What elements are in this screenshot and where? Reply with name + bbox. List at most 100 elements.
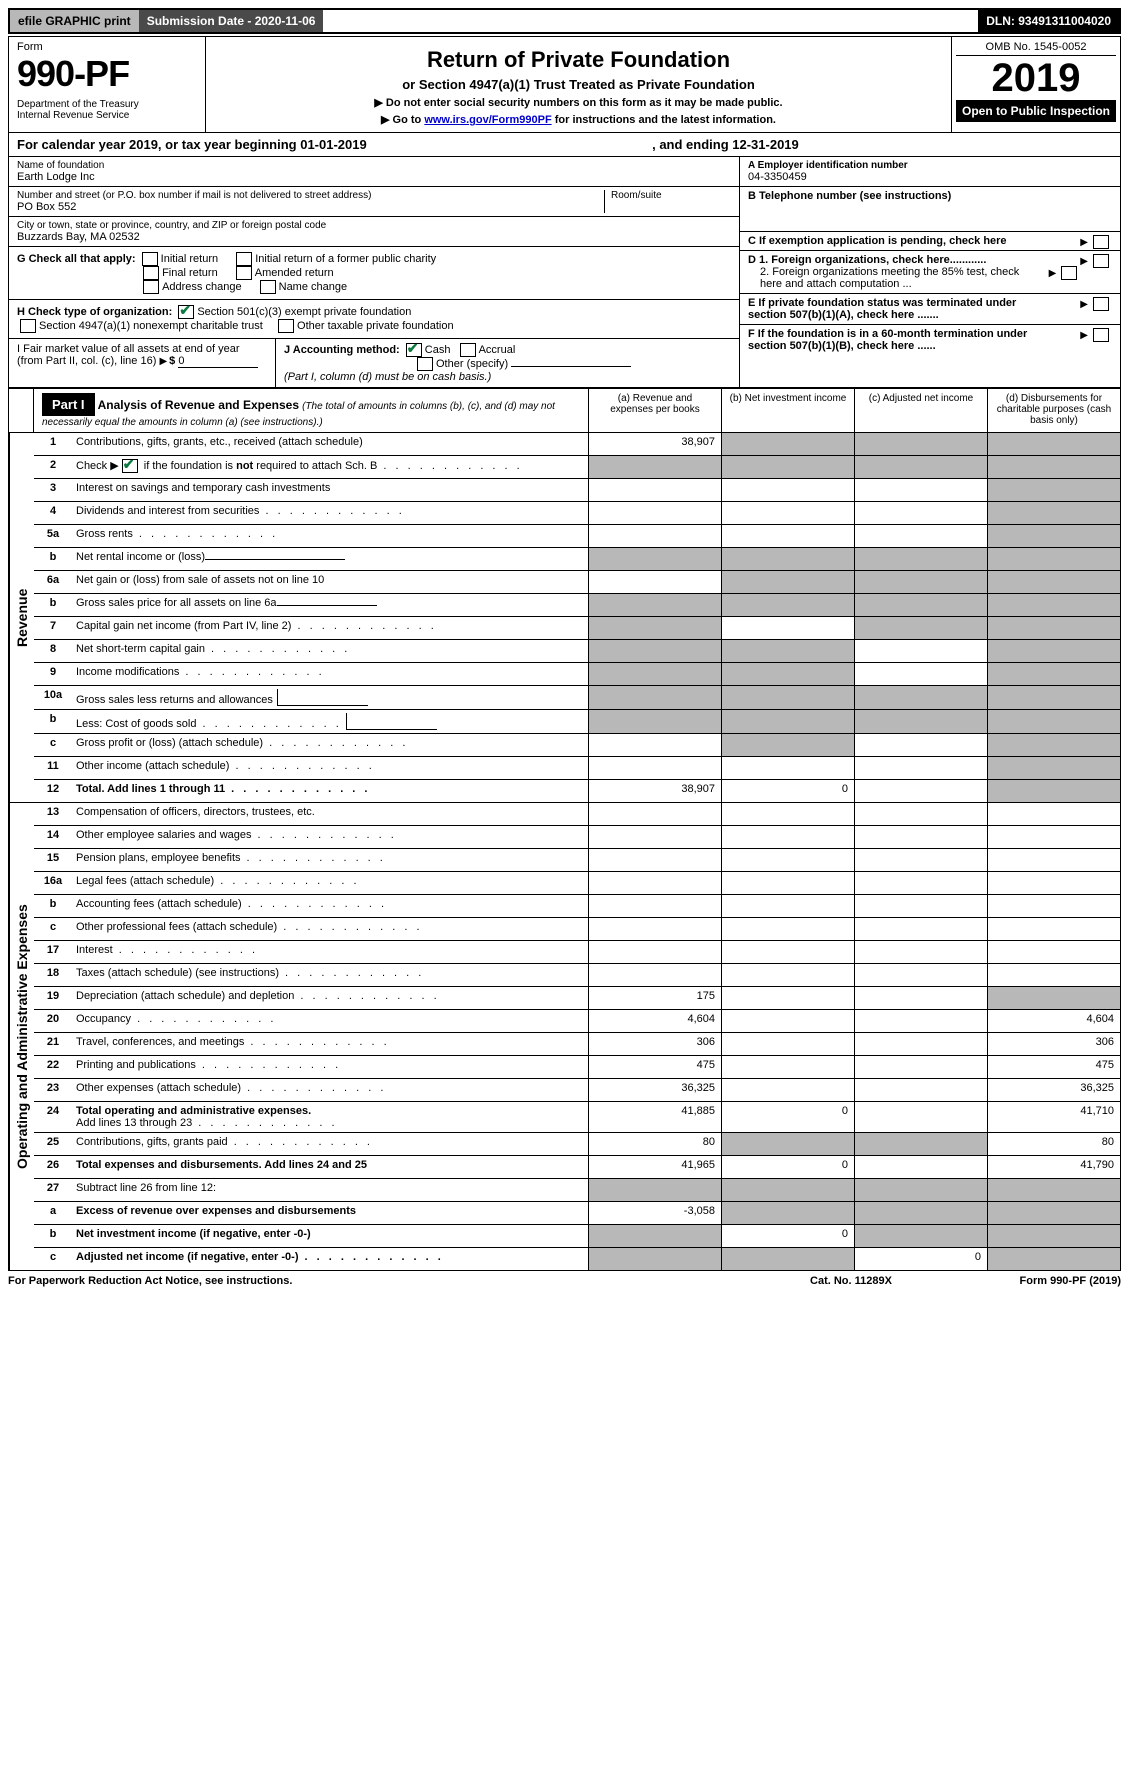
c-checkbox[interactable]: [1093, 235, 1109, 249]
initial-former-checkbox[interactable]: [236, 252, 252, 266]
e-cell: E If private foundation status was termi…: [740, 294, 1120, 325]
e-checkbox[interactable]: [1093, 297, 1109, 311]
line-10b: bLess: Cost of goods sold: [34, 710, 1120, 734]
revenue-body: 1Contributions, gifts, grants, etc., rec…: [34, 433, 1120, 802]
accrual-checkbox[interactable]: [460, 343, 476, 357]
top-bar: efile GRAPHIC print Submission Date - 20…: [8, 8, 1121, 34]
form-number: 990-PF: [17, 53, 197, 95]
part1-header-row: Part I Analysis of Revenue and Expenses …: [8, 388, 1121, 433]
initial-return-checkbox[interactable]: [142, 252, 158, 266]
fmv-row: I Fair market value of all assets at end…: [9, 339, 739, 387]
4947-checkbox[interactable]: [20, 319, 36, 333]
year-end: , and ending 12-31-2019: [652, 137, 1112, 152]
line-16c: cOther professional fees (attach schedul…: [34, 918, 1120, 941]
sch-b-checkbox[interactable]: [122, 459, 138, 473]
line-18: 18Taxes (attach schedule) (see instructi…: [34, 964, 1120, 987]
address-change-checkbox[interactable]: [143, 280, 159, 294]
inspection-label: Open to Public Inspection: [956, 100, 1116, 122]
tax-year: 2019: [956, 56, 1116, 100]
line-5b: bNet rental income or (loss): [34, 548, 1120, 571]
line-6a: 6aNet gain or (loss) from sale of assets…: [34, 571, 1120, 594]
page-footer: For Paperwork Reduction Act Notice, see …: [8, 1271, 1121, 1291]
arrow-icon: [1080, 255, 1088, 267]
footer-left: For Paperwork Reduction Act Notice, see …: [8, 1275, 761, 1287]
expenses-body: 13Compensation of officers, directors, t…: [34, 803, 1120, 1270]
note-1: ▶ Do not enter social security numbers o…: [226, 96, 931, 109]
line-27: 27Subtract line 26 from line 12:: [34, 1179, 1120, 1202]
part-label: Part I: [42, 393, 95, 416]
cash-checkbox[interactable]: [406, 343, 422, 357]
col-a-head: (a) Revenue and expenses per books: [588, 389, 721, 432]
line-10c: cGross profit or (loss) (attach schedule…: [34, 734, 1120, 757]
dept-label: Department of the Treasury Internal Reve…: [17, 99, 197, 121]
line-16b: bAccounting fees (attach schedule): [34, 895, 1120, 918]
line-1: 1Contributions, gifts, grants, etc., rec…: [34, 433, 1120, 456]
col-b-head: (b) Net investment income: [721, 389, 854, 432]
line-7: 7Capital gain net income (from Part IV, …: [34, 617, 1120, 640]
line-27c: cAdjusted net income (if negative, enter…: [34, 1248, 1120, 1270]
arrow-icon: [1080, 298, 1088, 310]
d2-checkbox[interactable]: [1061, 266, 1077, 280]
f-checkbox[interactable]: [1093, 328, 1109, 342]
calendar-year-row: For calendar year 2019, or tax year begi…: [8, 133, 1121, 157]
form-header: Form 990-PF Department of the Treasury I…: [8, 36, 1121, 133]
line-20: 20Occupancy4,6044,604: [34, 1010, 1120, 1033]
line-9: 9Income modifications: [34, 663, 1120, 686]
line-6b: bGross sales price for all assets on lin…: [34, 594, 1120, 617]
line-12: 12Total. Add lines 1 through 1138,9070: [34, 780, 1120, 802]
line-11: 11Other income (attach schedule): [34, 757, 1120, 780]
info-right: A Employer identification number 04-3350…: [739, 157, 1120, 387]
header-center: Return of Private Foundation or Section …: [206, 37, 952, 132]
line-4: 4Dividends and interest from securities: [34, 502, 1120, 525]
ein-cell: A Employer identification number 04-3350…: [740, 157, 1120, 187]
line-14: 14Other employee salaries and wages: [34, 826, 1120, 849]
other-method-checkbox[interactable]: [417, 357, 433, 371]
line-5a: 5aGross rents: [34, 525, 1120, 548]
phone-cell: B Telephone number (see instructions): [740, 187, 1120, 232]
footer-right: Form 990-PF (2019): [941, 1275, 1121, 1287]
line-27b: bNet investment income (if negative, ent…: [34, 1225, 1120, 1248]
col-d-head: (d) Disbursements for charitable purpose…: [987, 389, 1120, 432]
d-cell: D 1. Foreign organizations, check here..…: [740, 251, 1120, 294]
form-title: Return of Private Foundation: [226, 47, 931, 73]
line-22: 22Printing and publications475475: [34, 1056, 1120, 1079]
arrow-icon: [1080, 236, 1088, 248]
info-left: Name of foundation Earth Lodge Inc Numbe…: [9, 157, 739, 387]
info-block: Name of foundation Earth Lodge Inc Numbe…: [8, 157, 1121, 388]
header-right: OMB No. 1545-0052 2019 Open to Public In…: [952, 37, 1120, 132]
omb-number: OMB No. 1545-0052: [956, 39, 1116, 56]
fmv-left: I Fair market value of all assets at end…: [9, 339, 276, 387]
name-change-checkbox[interactable]: [260, 280, 276, 294]
irs-link[interactable]: www.irs.gov/Form990PF: [424, 114, 551, 126]
arrow-icon: [159, 355, 167, 367]
final-return-checkbox[interactable]: [143, 266, 159, 280]
col-c-head: (c) Adjusted net income: [854, 389, 987, 432]
arrow-icon: [1080, 329, 1088, 341]
line-3: 3Interest on savings and temporary cash …: [34, 479, 1120, 502]
arrow-icon: [1049, 267, 1057, 279]
dln-label: DLN: 93491311004020: [978, 10, 1119, 32]
footer-center: Cat. No. 11289X: [761, 1275, 941, 1287]
top-spacer: [323, 10, 978, 32]
form-subtitle: or Section 4947(a)(1) Trust Treated as P…: [226, 77, 931, 92]
amended-checkbox[interactable]: [236, 266, 252, 280]
c-cell: C If exemption application is pending, c…: [740, 232, 1120, 251]
line-26: 26Total expenses and disbursements. Add …: [34, 1156, 1120, 1179]
line-27a: aExcess of revenue over expenses and dis…: [34, 1202, 1120, 1225]
line-24: 24Total operating and administrative exp…: [34, 1102, 1120, 1133]
note-2: ▶ Go to www.irs.gov/Form990PF for instru…: [226, 113, 931, 126]
line-10a: 10aGross sales less returns and allowanc…: [34, 686, 1120, 710]
other-taxable-checkbox[interactable]: [278, 319, 294, 333]
revenue-side-label: Revenue: [9, 433, 34, 802]
501c3-checkbox[interactable]: [178, 305, 194, 319]
form-label: Form: [17, 41, 197, 53]
line-25: 25Contributions, gifts, grants paid8080: [34, 1133, 1120, 1156]
g-check-row: G Check all that apply: Initial return I…: [9, 247, 739, 300]
city-cell: City or town, state or province, country…: [9, 217, 739, 247]
header-left: Form 990-PF Department of the Treasury I…: [9, 37, 206, 132]
line-16a: 16aLegal fees (attach schedule): [34, 872, 1120, 895]
d1-checkbox[interactable]: [1093, 254, 1109, 268]
line-2: 2Check ▶ if the foundation is not requir…: [34, 456, 1120, 479]
part1-desc: Part I Analysis of Revenue and Expenses …: [34, 389, 588, 432]
line-8: 8Net short-term capital gain: [34, 640, 1120, 663]
